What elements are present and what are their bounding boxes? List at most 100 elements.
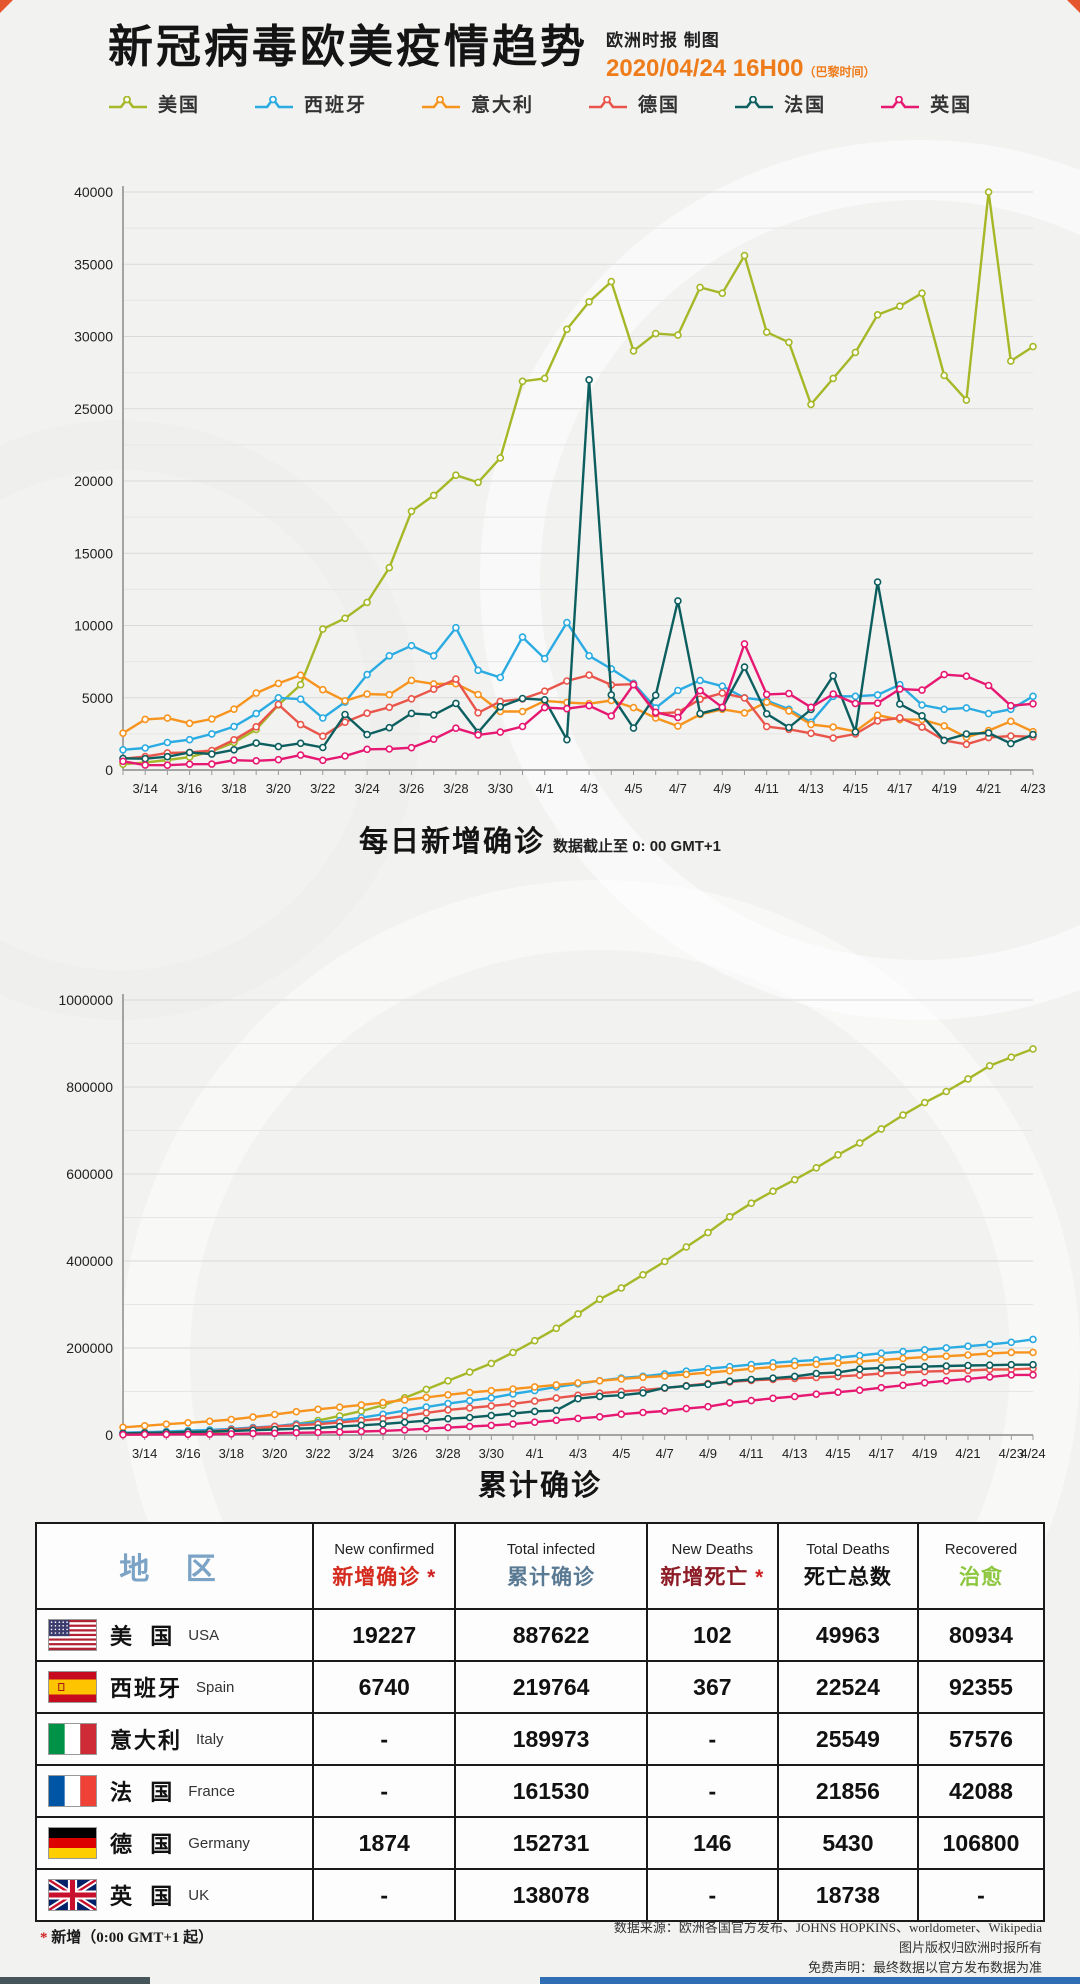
- country-cell: 英 国 UK: [34, 1868, 315, 1922]
- svg-text:1000000: 1000000: [58, 992, 113, 1008]
- header: 新冠病毒欧美疫情趋势 欧洲时报 制图 2020/04/24 16H00（巴黎时间…: [108, 22, 876, 83]
- datetime-line: 2020/04/24 16H00（巴黎时间）: [606, 55, 876, 83]
- svg-text:4/3: 4/3: [569, 1446, 587, 1461]
- value-cell: 887622: [454, 1608, 648, 1662]
- table-row: 美 国 USA 19227 887622 102 49963 80934: [34, 1608, 1046, 1662]
- country-name-zh: 德 国: [110, 1832, 175, 1857]
- column-header: Total infected 累计确诊: [454, 1522, 648, 1610]
- country-name-en: Germany: [188, 1834, 250, 1852]
- svg-text:4/21: 4/21: [976, 781, 1001, 796]
- svg-text:4/19: 4/19: [932, 781, 957, 796]
- country-name-zh: 法 国: [110, 1780, 175, 1805]
- svg-text:3/20: 3/20: [262, 1446, 287, 1461]
- svg-text:4/9: 4/9: [699, 1446, 717, 1461]
- legend-label: 英国: [930, 95, 973, 116]
- country-cell: 美 国 USA: [34, 1608, 315, 1662]
- value-cell: 367: [645, 1660, 779, 1714]
- svg-text:4/1: 4/1: [536, 781, 554, 796]
- svg-text:4/19: 4/19: [912, 1446, 937, 1461]
- country-cell: 意大利 Italy: [34, 1712, 315, 1766]
- value-cell: 1874: [312, 1816, 457, 1870]
- legend-label: 德国: [638, 95, 681, 116]
- legend-label: 意大利: [471, 95, 535, 116]
- value-cell: 102: [645, 1608, 779, 1662]
- svg-text:4/9: 4/9: [713, 781, 731, 796]
- corner-mark-top-left: [0, 0, 13, 13]
- svg-text:3/24: 3/24: [349, 1446, 374, 1461]
- legend-item: 意大利: [421, 90, 534, 117]
- chart1-title: 每日新增确诊: [359, 826, 546, 858]
- header-right: 欧洲时报 制图 2020/04/24 16H00（巴黎时间）: [606, 22, 876, 83]
- svg-text:3/20: 3/20: [266, 781, 291, 796]
- column-header: New Deaths 新增死亡 *: [645, 1522, 779, 1610]
- cumulative-cases-chart: 0 200000 400000 600000 800000 1000000 3/14 3/16…: [58, 992, 1045, 1461]
- svg-text:4/5: 4/5: [612, 1446, 630, 1461]
- chart1-subtitle: 数据截止至 0: 00 GMT+1: [553, 838, 721, 855]
- svg-text:4/11: 4/11: [754, 781, 778, 796]
- country-name-en: Spain: [196, 1678, 235, 1696]
- column-header-en: Recovered: [944, 1541, 1018, 1558]
- svg-text:3/16: 3/16: [177, 781, 202, 796]
- value-cell: -: [312, 1764, 457, 1818]
- table-row: 西班牙 Spain 6740 219764 367 22524 92355: [34, 1660, 1046, 1714]
- value-cell: -: [312, 1712, 457, 1766]
- legend-line-marker-icon: [735, 95, 774, 108]
- svg-text:200000: 200000: [66, 1340, 113, 1356]
- svg-text:4/7: 4/7: [656, 1446, 674, 1461]
- datetime: 2020/04/24 16H00: [606, 55, 804, 82]
- svg-text:4/24: 4/24: [1020, 1446, 1045, 1461]
- svg-text:3/14: 3/14: [132, 1446, 157, 1461]
- country-name-en: UK: [188, 1886, 210, 1904]
- value-cell: -: [645, 1868, 779, 1922]
- region-column-header: 地 区: [34, 1522, 315, 1610]
- svg-text:4/11: 4/11: [739, 1446, 763, 1461]
- chart2-title: 累计确诊: [477, 1470, 602, 1502]
- value-cell: 161530: [454, 1764, 648, 1818]
- table-row: 德 国 Germany 1874 152731 146 5430 106800: [34, 1816, 1046, 1870]
- svg-text:3/22: 3/22: [305, 1446, 330, 1461]
- country-name-en: Italy: [196, 1730, 224, 1748]
- svg-text:3/18: 3/18: [221, 781, 246, 796]
- fr-flag-icon: [49, 1776, 96, 1806]
- table-row: 法 国 France -161530-21856 42088: [34, 1764, 1046, 1818]
- footnote-asterisk: *: [40, 1930, 48, 1946]
- asterisk: *: [748, 1566, 765, 1589]
- svg-text:4/23: 4/23: [999, 1446, 1024, 1461]
- value-cell: 49963: [776, 1608, 919, 1662]
- column-header: Total Deaths 死亡总数: [776, 1522, 919, 1610]
- country-cell: 法 国 France: [34, 1764, 315, 1818]
- legend-item: 西班牙: [254, 90, 367, 117]
- legend-line-marker-icon: [881, 95, 920, 108]
- country-name-zh: 西班牙: [110, 1676, 183, 1701]
- svg-text:20000: 20000: [74, 473, 113, 489]
- svg-text:4/7: 4/7: [669, 781, 687, 796]
- value-cell: 19227: [312, 1608, 457, 1662]
- svg-text:3/26: 3/26: [392, 1446, 417, 1461]
- gb-flag-icon: [49, 1880, 96, 1910]
- legend-item: 英国: [880, 90, 972, 117]
- value-cell: -: [312, 1868, 457, 1922]
- column-header-zh: 新增确诊 *: [332, 1566, 437, 1589]
- svg-text:15000: 15000: [74, 545, 113, 561]
- value-cell: -: [916, 1868, 1046, 1922]
- svg-text:3/26: 3/26: [399, 781, 424, 796]
- data-source-line: 数据来源：欧洲各国官方发布、JOHNS HOPKINS、worldometer、…: [613, 1920, 1042, 1935]
- svg-text:3/24: 3/24: [354, 781, 379, 796]
- asterisk: *: [420, 1566, 437, 1589]
- country-name-zh: 意大利: [110, 1728, 183, 1753]
- svg-text:4/5: 4/5: [624, 781, 642, 796]
- it-flag-icon: [49, 1724, 96, 1754]
- column-header-zh: 治愈: [958, 1566, 1003, 1589]
- timezone: （巴黎时间）: [803, 65, 876, 79]
- country-cell: 西班牙 Spain: [34, 1660, 315, 1714]
- value-cell: -: [645, 1712, 779, 1766]
- disclaimer-line: 免费声明：最终数据以官方发布数据为准: [807, 1960, 1042, 1976]
- svg-text:4/15: 4/15: [843, 781, 868, 796]
- column-header-en: New Deaths: [671, 1541, 754, 1558]
- column-header-zh: 死亡总数: [803, 1566, 892, 1589]
- svg-text:4/17: 4/17: [887, 781, 912, 796]
- svg-text:35000: 35000: [74, 256, 113, 272]
- corner-mark-top-right: [1067, 0, 1080, 13]
- page-title: 新冠病毒欧美疫情趋势: [108, 21, 589, 72]
